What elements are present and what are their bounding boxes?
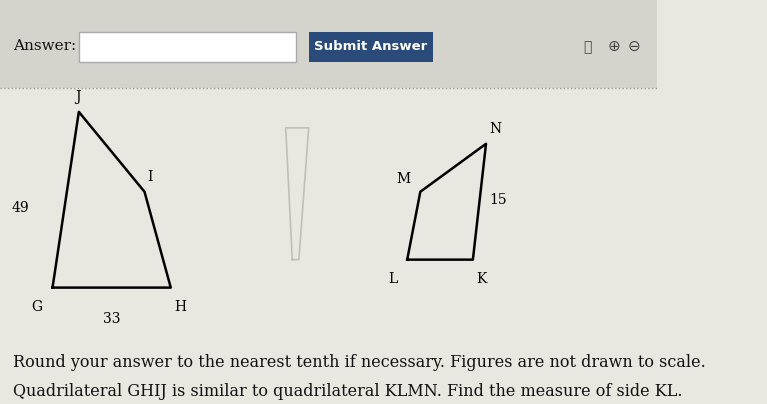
Text: ⊖: ⊖: [627, 39, 640, 54]
Text: ⊕: ⊕: [607, 39, 621, 54]
Text: G: G: [31, 300, 43, 314]
FancyBboxPatch shape: [308, 32, 433, 62]
Text: I: I: [148, 170, 153, 184]
FancyBboxPatch shape: [79, 32, 295, 62]
Text: ⧧: ⧧: [584, 40, 592, 54]
Text: L: L: [388, 271, 397, 286]
Text: 49: 49: [12, 201, 30, 215]
Text: J: J: [75, 90, 81, 104]
Text: Round your answer to the nearest tenth if necessary. Figures are not drawn to sc: Round your answer to the nearest tenth i…: [13, 354, 706, 370]
Text: M: M: [397, 172, 410, 186]
FancyBboxPatch shape: [0, 0, 657, 88]
Text: N: N: [489, 122, 502, 136]
Text: 33: 33: [103, 311, 120, 326]
Text: Submit Answer: Submit Answer: [314, 40, 428, 53]
Text: Answer:: Answer:: [13, 39, 77, 53]
Text: 15: 15: [489, 193, 507, 207]
Text: Quadrilateral GHIJ is similar to quadrilateral KLMN. Find the measure of side KL: Quadrilateral GHIJ is similar to quadril…: [13, 383, 683, 400]
Text: K: K: [476, 271, 486, 286]
Text: H: H: [174, 300, 186, 314]
